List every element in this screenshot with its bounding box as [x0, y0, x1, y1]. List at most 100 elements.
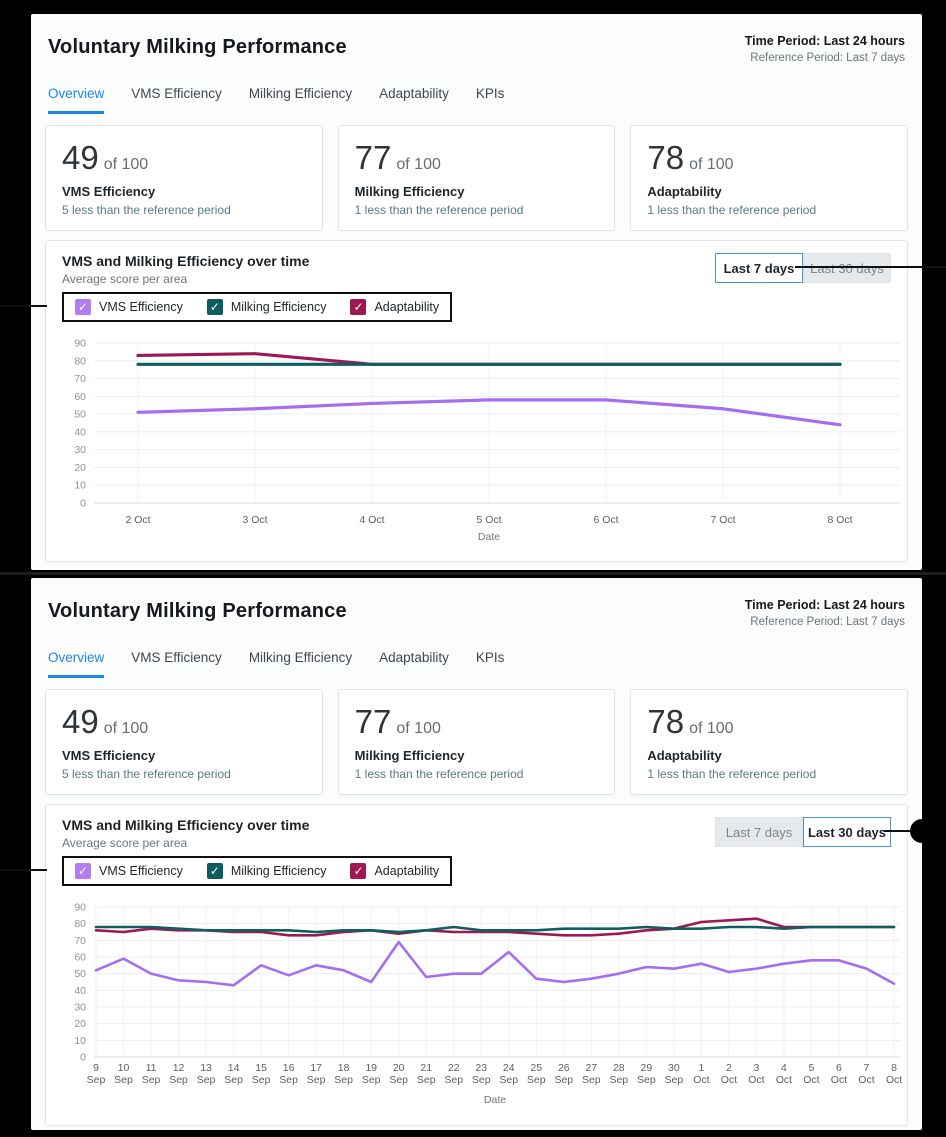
vms-efficiency-checkbox[interactable]: ✓ [75, 299, 91, 315]
svg-text:27: 27 [585, 1062, 597, 1074]
legend-label: Milking Efficiency [230, 300, 327, 314]
last-7-days-button[interactable]: Last 7 days [715, 253, 803, 283]
svg-text:30: 30 [668, 1062, 680, 1074]
chart-card: VMS and Milking Efficiency over time Ave… [45, 804, 908, 1126]
line-chart-7-days: 0 10 20 30 40 50 60 70 80 90 2 Oct 3 Oct 4 Oct 5 Oct 6… [74, 338, 900, 543]
line-chart-30-days: 01020304050607080909Sep10Sep11Sep12Sep13… [74, 902, 902, 1107]
stat-of-label: of 100 [689, 720, 734, 737]
svg-text:20: 20 [393, 1062, 405, 1074]
stat-value: 49 [62, 703, 99, 740]
svg-text:3: 3 [753, 1062, 759, 1074]
svg-text:6: 6 [836, 1062, 842, 1074]
tab-overview[interactable]: Overview [48, 650, 105, 678]
svg-text:Date: Date [478, 531, 500, 543]
tab-bar: Overview VMS Efficiency Milking Efficien… [48, 650, 504, 678]
milking-efficiency-checkbox[interactable]: ✓ [206, 863, 223, 879]
tab-milking-efficiency[interactable]: Milking Efficiency [248, 86, 353, 101]
svg-text:90: 90 [74, 338, 86, 350]
adaptability-checkbox[interactable]: ✓ [350, 299, 367, 315]
svg-text:80: 80 [74, 918, 86, 930]
tab-adaptability[interactable]: Adaptability [379, 650, 449, 665]
stat-of-label: of 100 [103, 156, 149, 173]
svg-text:Sep: Sep [87, 1074, 106, 1086]
svg-text:Oct: Oct [803, 1074, 819, 1086]
time-period-label: Time Period: Last 24 hours [744, 598, 905, 612]
svg-text:7: 7 [864, 1062, 870, 1074]
svg-text:Sep: Sep [554, 1074, 573, 1086]
svg-text:Sep: Sep [142, 1074, 161, 1086]
stat-card-row: 49 of 100 VMS Efficiency 5 less than the … [45, 125, 909, 231]
reference-period-label: Reference Period: Last 7 days [750, 616, 905, 628]
svg-text:26: 26 [558, 1062, 570, 1074]
stat-card-milking-efficiency: 77 of 100 Milking Efficiency 1 less than … [337, 689, 616, 795]
svg-text:Sep: Sep [637, 1074, 656, 1086]
svg-text:29: 29 [641, 1062, 653, 1074]
svg-text:Oct: Oct [831, 1074, 847, 1086]
svg-text:12: 12 [173, 1062, 185, 1074]
svg-text:70: 70 [74, 935, 86, 947]
tab-adaptability[interactable]: Adaptability [379, 86, 449, 101]
milking-efficiency-checkbox[interactable]: ✓ [206, 299, 223, 315]
svg-text:2: 2 [726, 1062, 732, 1074]
page-title: Voluntary Milking Performance [48, 36, 347, 58]
svg-text:4: 4 [781, 1062, 787, 1074]
svg-text:Sep: Sep [279, 1074, 298, 1086]
last-7-days-button[interactable]: Last 7 days [715, 817, 803, 847]
time-range-toggle: Last 7 days Last 30 days [715, 253, 891, 283]
svg-text:Sep: Sep [169, 1074, 188, 1086]
legend-label: VMS Efficiency [99, 864, 183, 878]
time-period-block: Time Period: Last 24 hours Reference Per… [745, 598, 905, 628]
legend-item-adaptability: ✓ Adaptability [350, 299, 439, 315]
stat-value: 78 [647, 139, 685, 176]
legend-label: Adaptability [374, 864, 440, 878]
svg-text:20: 20 [74, 462, 86, 474]
stat-delta: 5 less than the reference period [62, 767, 231, 781]
stat-delta: 1 less than the reference period [354, 767, 524, 781]
svg-text:1: 1 [698, 1062, 704, 1074]
last-30-days-button[interactable]: Last 30 days [803, 817, 891, 847]
svg-text:Sep: Sep [389, 1074, 408, 1086]
stat-card-vms-efficiency: 49 of 100 VMS Efficiency 5 less than the … [45, 125, 323, 231]
svg-text:30: 30 [74, 1002, 86, 1014]
chart-legend: ✓ VMS Efficiency ✓ Milking Efficiency ✓ … [62, 292, 453, 322]
svg-text:50: 50 [74, 409, 86, 421]
svg-text:5: 5 [809, 1062, 815, 1074]
tab-milking-efficiency[interactable]: Milking Efficiency [248, 650, 353, 665]
adaptability-checkbox[interactable]: ✓ [350, 863, 367, 879]
stat-delta: 5 less than the reference period [62, 203, 231, 217]
svg-text:10: 10 [74, 1035, 86, 1047]
tab-vms-efficiency[interactable]: VMS Efficiency [131, 650, 222, 665]
svg-text:8: 8 [891, 1062, 897, 1074]
tab-kpis[interactable]: KPIs [475, 650, 505, 665]
chart-legend: ✓ VMS Efficiency ✓ Milking Efficiency ✓ … [62, 856, 453, 886]
svg-text:40: 40 [74, 426, 86, 438]
stat-of-label: of 100 [689, 156, 734, 173]
tab-vms-efficiency[interactable]: VMS Efficiency [131, 86, 222, 101]
last-30-days-button[interactable]: Last 30 days [803, 253, 891, 283]
legend-label: VMS Efficiency [99, 300, 183, 314]
tab-kpis[interactable]: KPIs [475, 86, 505, 101]
legend-item-adaptability: ✓ Adaptability [350, 863, 439, 879]
callout-line-legend-top [0, 305, 47, 307]
legend-label: Milking Efficiency [230, 864, 327, 878]
svg-text:30: 30 [74, 444, 86, 456]
svg-text:4 Oct: 4 Oct [359, 514, 384, 526]
svg-text:40: 40 [74, 985, 86, 997]
svg-text:18: 18 [338, 1062, 350, 1074]
chart-header: VMS and Milking Efficiency over time Ave… [62, 253, 309, 286]
reference-period-label: Reference Period: Last 7 days [750, 52, 905, 64]
callout-marker [910, 819, 934, 843]
chart-card: VMS and Milking Efficiency over time Ave… [45, 240, 908, 562]
svg-text:Sep: Sep [197, 1074, 216, 1086]
svg-text:Sep: Sep [499, 1074, 518, 1086]
svg-text:23: 23 [475, 1062, 487, 1074]
svg-text:Sep: Sep [609, 1074, 628, 1086]
tab-bar: Overview VMS Efficiency Milking Efficien… [48, 86, 504, 114]
tab-overview[interactable]: Overview [48, 86, 105, 114]
stat-label: VMS Efficiency [62, 748, 156, 763]
svg-text:2 Oct: 2 Oct [125, 514, 150, 526]
vms-efficiency-checkbox[interactable]: ✓ [75, 863, 91, 879]
svg-text:11: 11 [146, 1062, 157, 1074]
svg-text:10: 10 [74, 480, 86, 492]
svg-text:24: 24 [503, 1062, 515, 1074]
